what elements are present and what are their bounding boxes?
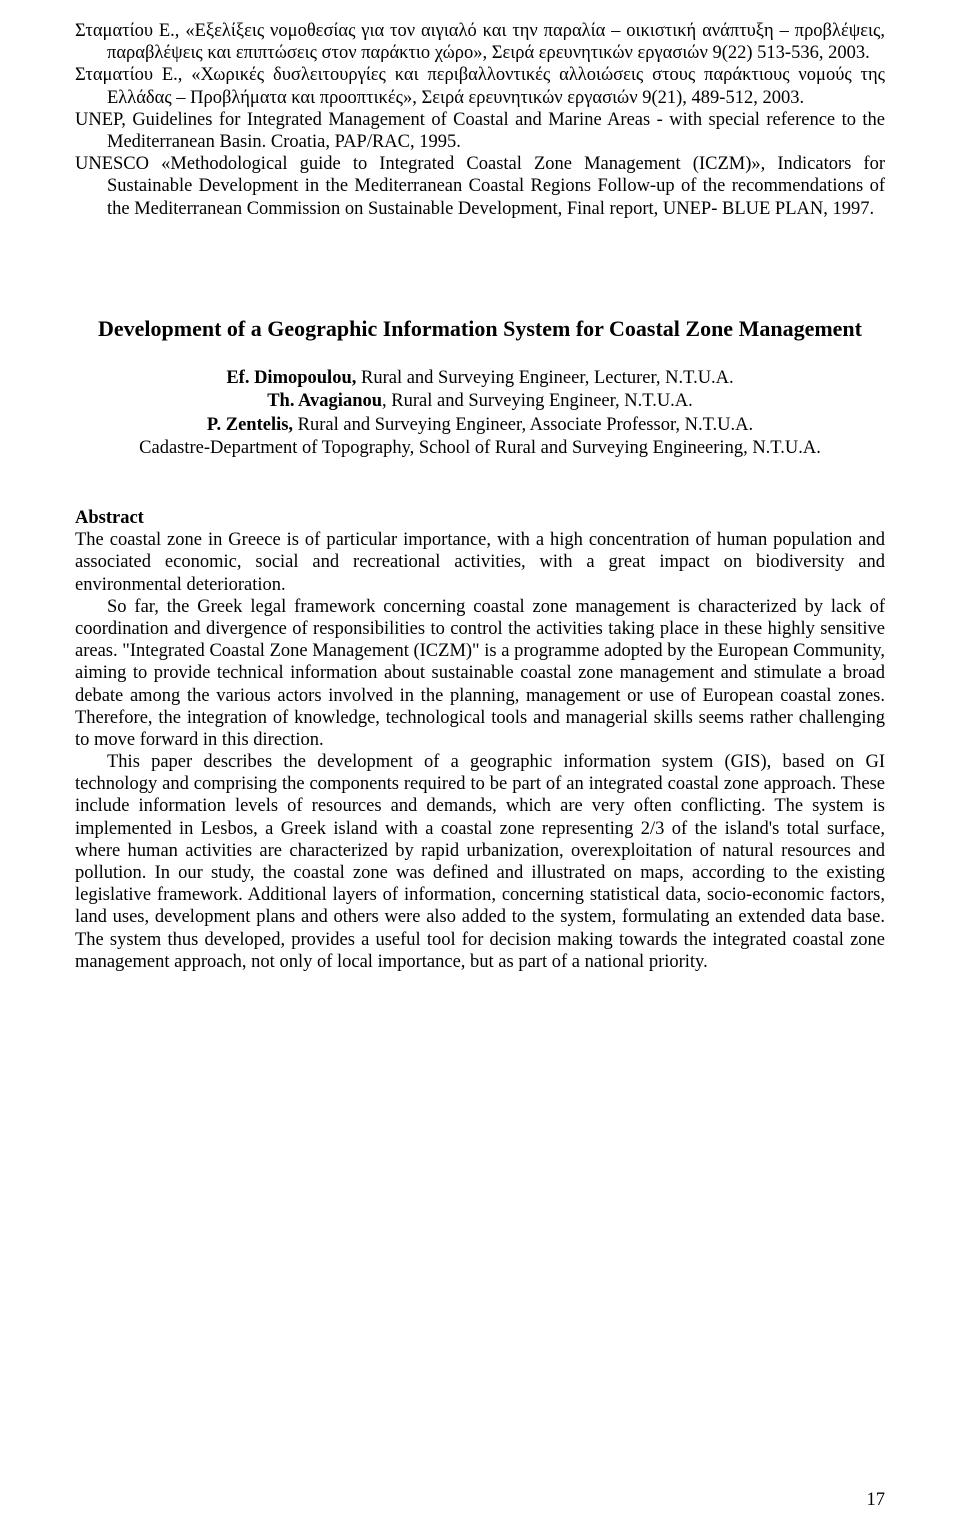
abstract-heading: Abstract (75, 507, 885, 529)
author-line: Th. Avagianou, Rural and Surveying Engin… (75, 390, 885, 412)
abstract-paragraph: So far, the Greek legal framework concer… (75, 596, 885, 751)
reference-entry: Σταματίου Ε., «Χωρικές δυσλειτουργίες κα… (75, 64, 885, 108)
authors-block: Ef. Dimopoulou, Rural and Surveying Engi… (75, 367, 885, 459)
author-line: Ef. Dimopoulou, Rural and Surveying Engi… (75, 367, 885, 389)
author-name: Ef. Dimopoulou, (226, 368, 356, 388)
author-role: Rural and Surveying Engineer, Lecturer, … (356, 368, 733, 388)
author-role: Rural and Surveying Engineer, Associate … (293, 415, 753, 435)
abstract-body: The coastal zone in Greece is of particu… (75, 529, 885, 973)
abstract-paragraph: The coastal zone in Greece is of particu… (75, 529, 885, 596)
author-role: , Rural and Surveying Engineer, N.T.U.A. (382, 391, 693, 411)
references-section: Σταματίου Ε., «Εξελίξεις νομοθεσίας για … (75, 20, 885, 220)
author-name: P. Zentelis, (207, 415, 293, 435)
reference-entry: UNEP, Guidelines for Integrated Manageme… (75, 109, 885, 153)
author-name: Th. Avagianou (267, 391, 382, 411)
page-number: 17 (867, 1489, 886, 1511)
author-line: P. Zentelis, Rural and Surveying Enginee… (75, 414, 885, 436)
paper-title: Development of a Geographic Information … (75, 315, 885, 344)
affiliation: Cadastre-Department of Topography, Schoo… (75, 437, 885, 459)
reference-entry: UNESCO «Methodological guide to Integrat… (75, 153, 885, 220)
reference-entry: Σταματίου Ε., «Εξελίξεις νομοθεσίας για … (75, 20, 885, 64)
abstract-paragraph: This paper describes the development of … (75, 751, 885, 973)
